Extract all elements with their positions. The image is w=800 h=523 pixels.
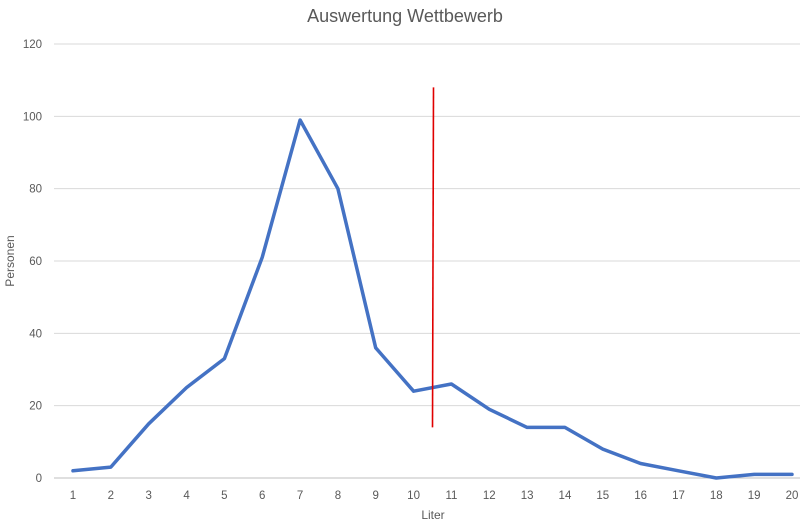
x-tick-label: 17: [672, 490, 685, 502]
x-tick-label: 16: [634, 490, 647, 502]
x-tick-label: 13: [521, 490, 534, 502]
x-tick-label: 8: [335, 490, 341, 502]
x-tick-label: 6: [259, 490, 265, 502]
x-axis-label: Liter: [421, 508, 444, 522]
y-axis-ticks: 0 20 40 60 80 100 120: [23, 39, 42, 485]
x-tick-label: 5: [221, 490, 227, 502]
gridlines: [54, 43, 800, 479]
x-tick-label: 7: [297, 490, 303, 502]
x-tick-label: 9: [373, 490, 379, 502]
x-tick-label: 1: [70, 490, 76, 502]
y-tick-label: 100: [23, 111, 42, 123]
x-tick-label: 10: [407, 490, 420, 502]
y-tick-label: 60: [29, 256, 42, 268]
marker-vertical-line: [431, 87, 435, 428]
annotation-layer: [431, 87, 435, 428]
chart-title: Auswertung Wettbewerb: [307, 6, 503, 26]
x-axis-ticks: 1 2 3 4 5 6 7 8 9 10 11 12 13 14 15 16 17 18 19 20: [70, 490, 799, 502]
y-tick-label: 120: [23, 39, 42, 51]
x-tick-label: 11: [445, 490, 457, 502]
x-tick-label: 15: [596, 490, 609, 502]
x-tick-label: 12: [483, 490, 496, 502]
x-tick-label: 2: [108, 490, 114, 502]
x-tick-label: 14: [559, 490, 572, 502]
y-tick-label: 80: [29, 184, 42, 196]
x-tick-label: 3: [145, 490, 151, 502]
y-tick-label: 0: [36, 473, 42, 485]
x-tick-label: 18: [710, 490, 723, 502]
y-tick-label: 20: [29, 401, 42, 413]
x-tick-label: 20: [786, 490, 799, 502]
y-tick-label: 40: [29, 328, 42, 340]
x-tick-label: 4: [183, 490, 190, 502]
x-tick-label: 19: [748, 490, 761, 502]
y-axis-label: Personen: [3, 235, 17, 286]
